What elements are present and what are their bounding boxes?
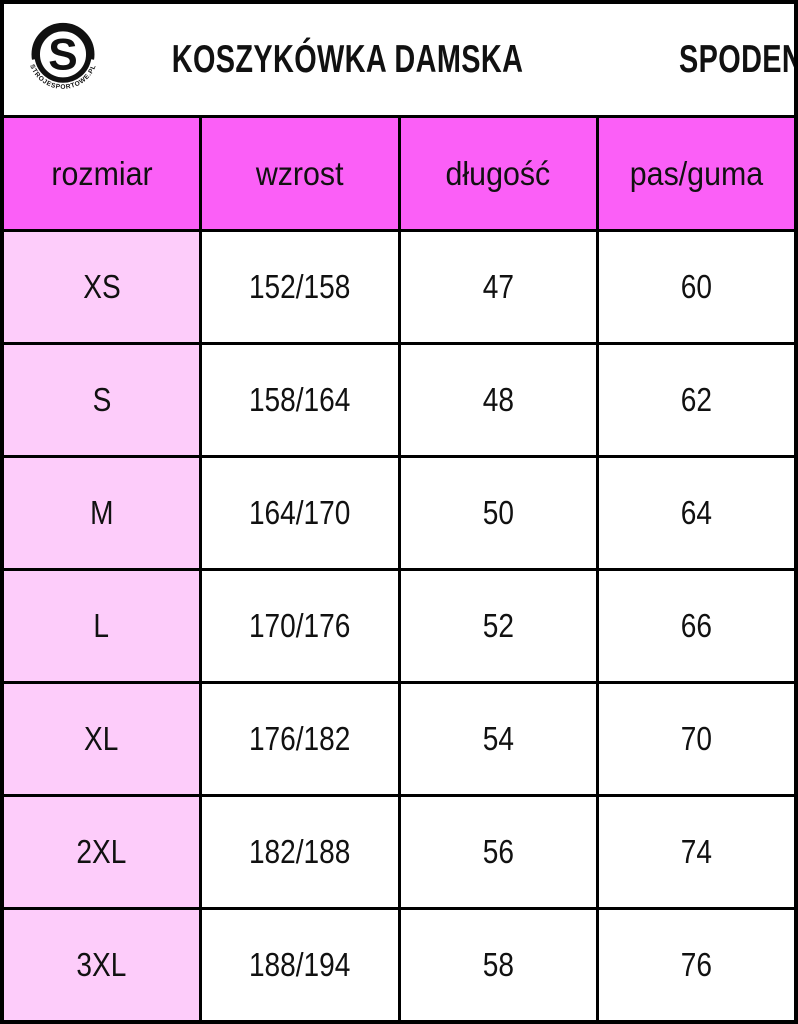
title-left: KOSZYKÓWKA DAMSKA: [171, 37, 524, 81]
size-label: XS: [82, 268, 121, 305]
value-label: 182/188: [249, 833, 351, 870]
value-cell: 52: [400, 571, 596, 681]
size-label: M: [89, 494, 114, 531]
value-cell: 56: [400, 797, 596, 907]
size-label: XL: [84, 720, 119, 757]
brand-header: S STROJESPORTOWE.PL KOSZYKÓWKA DAMSKA SP…: [4, 4, 794, 115]
value-label: 54: [482, 720, 514, 757]
size-cell: XS: [4, 232, 200, 342]
value-cell: 170/176: [202, 571, 398, 681]
size-cell: 2XL: [4, 797, 200, 907]
title-right: SPODENKI DŁUGIE: [679, 37, 794, 81]
value-cell: 60: [598, 232, 794, 342]
size-cell: 3XL: [4, 910, 200, 1020]
value-cell: 62: [598, 345, 794, 455]
value-label: 60: [680, 268, 712, 305]
size-label: 3XL: [76, 946, 127, 983]
size-table: rozmiar wzrost długość pas/guma XS 152/1…: [4, 115, 794, 1020]
column-header-dlugosc: długość: [400, 118, 596, 229]
value-label: 158/164: [249, 381, 351, 418]
value-label: 70: [680, 720, 712, 757]
value-cell: 54: [400, 684, 596, 794]
value-cell: 64: [598, 458, 794, 568]
column-header-rozmiar: rozmiar: [4, 118, 200, 229]
value-label: 176/182: [249, 720, 351, 757]
value-cell: 182/188: [202, 797, 398, 907]
value-cell: 74: [598, 797, 794, 907]
logo-ring: [31, 22, 95, 86]
size-label: 2XL: [76, 833, 127, 870]
size-cell: M: [4, 458, 200, 568]
page-title: KOSZYKÓWKA DAMSKA SPODENKI DŁUGIE: [110, 37, 794, 82]
size-label: S: [92, 381, 111, 418]
logo-monogram: S: [48, 30, 77, 79]
size-cell: L: [4, 571, 200, 681]
value-label: 66: [680, 607, 712, 644]
value-label: 76: [680, 946, 712, 983]
value-cell: 158/164: [202, 345, 398, 455]
value-label: 58: [482, 946, 514, 983]
strojesportowe-logo: S STROJESPORTOWE.PL: [22, 22, 104, 95]
logo-text-band: [22, 58, 104, 95]
column-header-wzrost: wzrost: [202, 118, 398, 229]
value-cell: 48: [400, 345, 596, 455]
value-label: 74: [680, 833, 712, 870]
value-label: 50: [482, 494, 514, 531]
value-label: 62: [680, 381, 712, 418]
size-label: L: [93, 607, 110, 644]
value-cell: 70: [598, 684, 794, 794]
value-cell: 188/194: [202, 910, 398, 1020]
value-label: 48: [482, 381, 514, 418]
value-cell: 50: [400, 458, 596, 568]
column-header-label: rozmiar: [51, 154, 153, 192]
column-header-pas-guma: pas/guma: [598, 118, 794, 229]
value-cell: 47: [400, 232, 596, 342]
value-label: 164/170: [249, 494, 351, 531]
size-cell: XL: [4, 684, 200, 794]
value-cell: 176/182: [202, 684, 398, 794]
value-cell: 58: [400, 910, 596, 1020]
value-cell: 76: [598, 910, 794, 1020]
value-label: 152/158: [249, 268, 351, 305]
column-header-label: pas/guma: [629, 154, 764, 192]
column-header-label: wzrost: [256, 154, 344, 192]
value-label: 56: [482, 833, 514, 870]
size-cell: S: [4, 345, 200, 455]
value-label: 52: [482, 607, 514, 644]
value-cell: 152/158: [202, 232, 398, 342]
value-label: 170/176: [249, 607, 351, 644]
value-label: 47: [482, 268, 514, 305]
value-label: 188/194: [249, 946, 351, 983]
value-cell: 66: [598, 571, 794, 681]
value-cell: 164/170: [202, 458, 398, 568]
column-header-label: długość: [445, 154, 551, 192]
value-label: 64: [680, 494, 712, 531]
